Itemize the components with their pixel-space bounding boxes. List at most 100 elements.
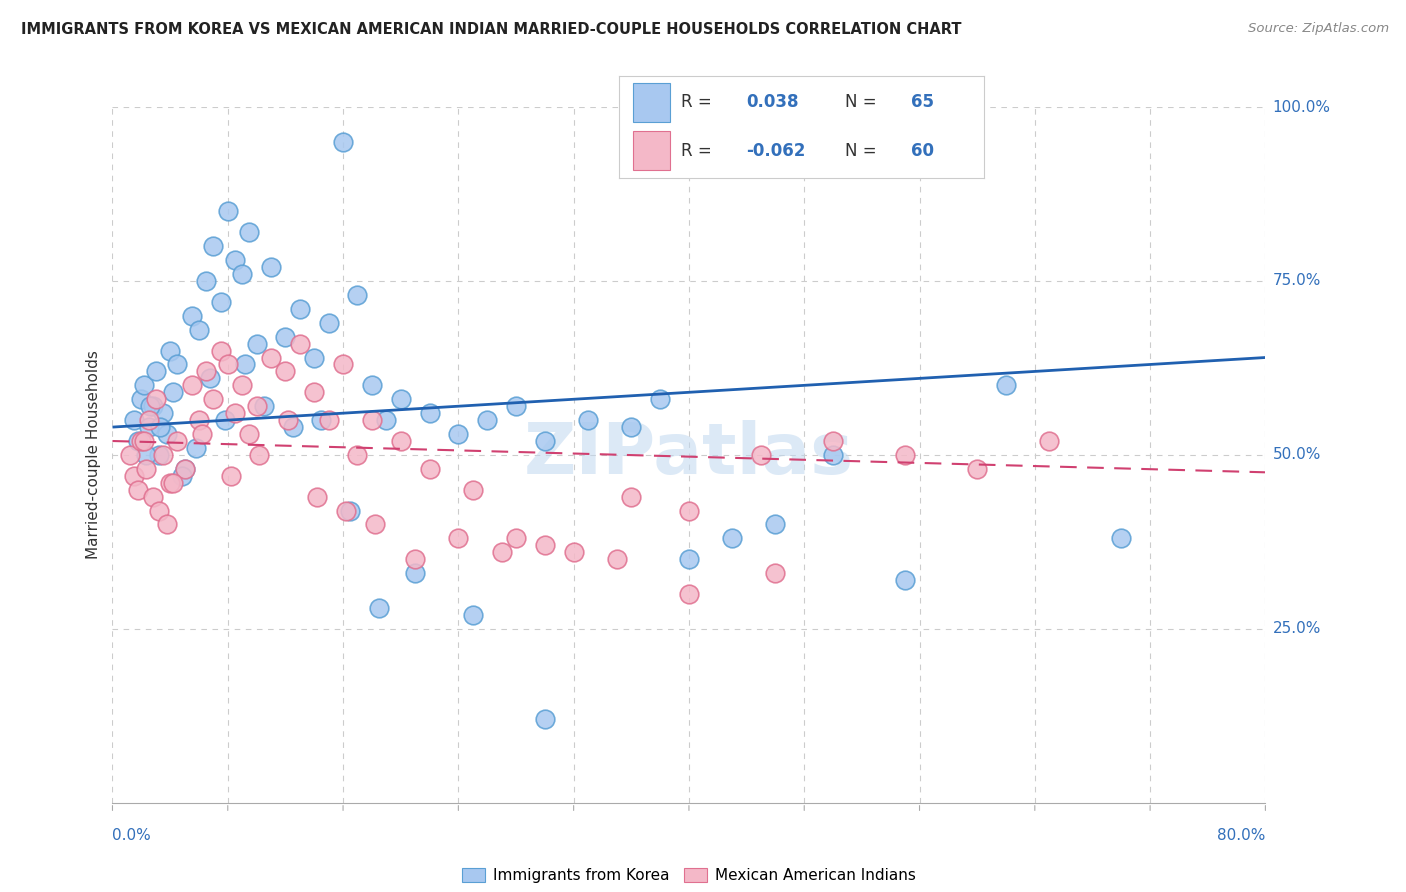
Point — [894, 448, 917, 462]
Point — [162, 475, 184, 490]
Point — [332, 135, 354, 149]
Point — [620, 420, 643, 434]
Text: R =: R = — [681, 142, 717, 160]
Point — [200, 371, 222, 385]
Text: 50.0%: 50.0% — [1272, 448, 1320, 462]
Point — [678, 587, 700, 601]
Point — [678, 503, 700, 517]
Point — [134, 434, 156, 448]
Point — [346, 288, 368, 302]
Point — [148, 448, 170, 462]
Text: N =: N = — [845, 94, 882, 112]
Point — [533, 434, 555, 448]
Point — [447, 427, 470, 442]
Point — [821, 448, 844, 462]
Point — [311, 413, 333, 427]
Point — [461, 607, 484, 622]
Point — [152, 406, 174, 420]
Point — [253, 399, 276, 413]
Point — [195, 274, 218, 288]
Point — [180, 378, 202, 392]
Point — [606, 552, 628, 566]
Point — [224, 406, 246, 420]
Point — [721, 532, 744, 546]
Point — [1111, 532, 1133, 546]
Point — [894, 573, 917, 587]
Point — [231, 378, 253, 392]
Point — [217, 358, 239, 372]
Point — [678, 552, 700, 566]
Point — [533, 538, 555, 552]
Point — [364, 517, 387, 532]
Point — [995, 378, 1018, 392]
Text: ZIPatlas: ZIPatlas — [524, 420, 853, 490]
Point — [209, 343, 232, 358]
Point — [419, 462, 441, 476]
Point — [135, 462, 157, 476]
Text: -0.062: -0.062 — [747, 142, 806, 160]
Point — [129, 392, 153, 407]
Point — [318, 413, 340, 427]
Point — [118, 448, 141, 462]
Point — [375, 413, 398, 427]
Point — [173, 462, 195, 476]
Point — [159, 475, 181, 490]
Point — [173, 462, 195, 476]
Point — [159, 343, 181, 358]
Point — [260, 351, 283, 365]
Point — [180, 309, 202, 323]
Point — [576, 413, 599, 427]
Point — [505, 532, 527, 546]
Point — [238, 225, 260, 239]
Point — [191, 427, 214, 442]
Point — [288, 336, 311, 351]
Point — [166, 358, 188, 372]
Point — [966, 462, 988, 476]
Point — [224, 253, 246, 268]
Point — [249, 448, 271, 462]
Point — [245, 336, 267, 351]
Point — [404, 552, 426, 566]
Point — [346, 448, 368, 462]
Point — [335, 503, 357, 517]
Point — [562, 545, 585, 559]
Bar — [633, 131, 669, 170]
Point — [148, 503, 170, 517]
Point — [505, 399, 527, 413]
Point — [127, 483, 149, 497]
Point — [620, 490, 643, 504]
Point — [260, 260, 283, 274]
Point — [447, 532, 470, 546]
Text: 60: 60 — [911, 142, 934, 160]
Point — [202, 239, 225, 253]
Point — [245, 399, 267, 413]
Text: Source: ZipAtlas.com: Source: ZipAtlas.com — [1249, 22, 1389, 36]
Point — [152, 448, 174, 462]
Point — [209, 294, 232, 309]
Point — [217, 204, 239, 219]
Point — [145, 392, 167, 407]
Point — [461, 483, 484, 497]
Point — [214, 413, 236, 427]
Point — [533, 712, 555, 726]
Point — [188, 323, 211, 337]
Point — [648, 392, 672, 407]
Point — [134, 378, 156, 392]
Point — [156, 517, 179, 532]
Point — [156, 427, 179, 442]
Point — [389, 434, 412, 448]
Point — [184, 441, 207, 455]
Point — [139, 399, 162, 413]
Point — [166, 434, 188, 448]
Point — [233, 358, 256, 372]
Point — [307, 490, 329, 504]
Point — [332, 358, 354, 372]
Point — [238, 427, 260, 442]
Text: 100.0%: 100.0% — [1272, 100, 1330, 114]
Point — [138, 420, 160, 434]
Point — [419, 406, 441, 420]
Point — [491, 545, 513, 559]
Text: N =: N = — [845, 142, 882, 160]
Point — [122, 468, 145, 483]
Text: 65: 65 — [911, 94, 934, 112]
